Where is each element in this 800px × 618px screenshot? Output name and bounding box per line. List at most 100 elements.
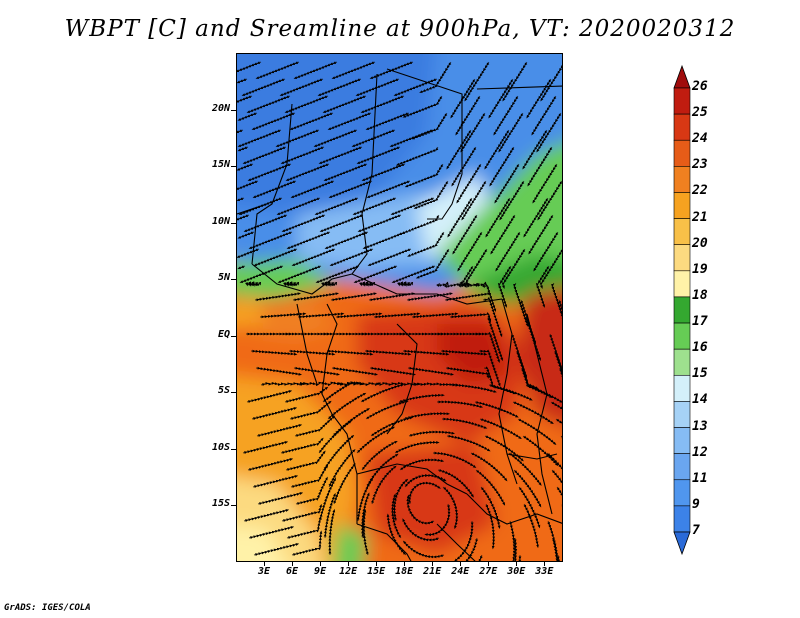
streamline xyxy=(432,451,477,468)
streamline xyxy=(394,441,440,454)
streamline xyxy=(259,312,307,319)
streamline xyxy=(248,526,295,539)
lat-tick-label: 10N xyxy=(211,215,230,227)
lon-tick-label: 30E xyxy=(507,566,526,577)
map-panel[interactable] xyxy=(236,53,563,562)
streamline xyxy=(370,465,397,505)
streamline xyxy=(280,146,325,164)
lat-tick-label: 15N xyxy=(211,159,230,171)
lat-tick-mark xyxy=(231,166,236,168)
streamline xyxy=(275,129,320,147)
streamline xyxy=(286,231,331,249)
streamline xyxy=(373,312,421,319)
colorbar-level-label: 16 xyxy=(692,340,708,356)
streamline xyxy=(560,435,562,440)
streamline xyxy=(497,265,512,308)
colorbar-level-label: 14 xyxy=(692,392,708,408)
streamline xyxy=(245,281,262,287)
colorbar-bin xyxy=(673,113,691,141)
streamline xyxy=(292,292,340,302)
lat-tick-label: EQ xyxy=(217,328,230,340)
streamline xyxy=(255,61,300,79)
streamline xyxy=(318,146,363,164)
country-borders xyxy=(237,68,562,561)
streamline xyxy=(284,95,329,113)
streamline xyxy=(488,383,533,401)
streamline xyxy=(389,129,434,147)
streamline xyxy=(360,384,404,403)
colorbar-level-label: 13 xyxy=(692,418,708,434)
streamline xyxy=(293,366,341,376)
streamline xyxy=(364,349,412,356)
streamline xyxy=(333,463,356,505)
lon-tick-mark xyxy=(404,562,406,566)
streamline xyxy=(406,292,454,302)
colorbar-bin xyxy=(673,505,691,533)
streamline xyxy=(365,400,409,420)
color-bar xyxy=(673,64,691,556)
lat-tick-mark xyxy=(231,392,236,394)
lat-tick-mark xyxy=(231,109,236,111)
streamline xyxy=(442,486,459,530)
streamline xyxy=(251,407,298,420)
streamline xyxy=(243,214,288,232)
lon-tick-mark xyxy=(376,562,378,566)
streamline xyxy=(289,112,334,130)
streamline xyxy=(237,129,282,147)
streamline xyxy=(285,163,330,181)
streamline xyxy=(402,540,445,559)
lat-tick-label: 15S xyxy=(211,498,230,510)
lon-tick-label: 33E xyxy=(535,566,554,577)
streamline xyxy=(446,434,491,452)
streamline xyxy=(248,231,293,249)
streamline xyxy=(436,400,484,408)
lon-tick-mark xyxy=(544,562,546,566)
streamline xyxy=(475,469,506,506)
streamline xyxy=(328,180,373,198)
streamline xyxy=(450,383,497,393)
lon-tick-mark xyxy=(292,562,294,566)
colorbar-level-label: 9 xyxy=(692,496,700,512)
streamline xyxy=(465,537,479,561)
streamline xyxy=(331,366,379,376)
streamline xyxy=(356,146,401,164)
colorbar-bin xyxy=(673,479,691,507)
streamline xyxy=(276,197,321,215)
lat-tick-label: 5N xyxy=(217,272,230,284)
lon-tick-label: 15E xyxy=(367,566,386,577)
streamline xyxy=(243,509,290,522)
colorbar-bin xyxy=(673,87,691,115)
streamline xyxy=(402,518,440,542)
lat-tick-mark xyxy=(231,335,236,337)
streamline xyxy=(255,366,303,376)
streamline xyxy=(297,312,345,319)
colorbar-level-label: 17 xyxy=(692,314,708,330)
streamline xyxy=(360,95,405,113)
streamlines xyxy=(237,61,562,561)
streamline xyxy=(397,281,414,287)
streamline xyxy=(293,61,338,79)
lat-tick-label: 5S xyxy=(217,385,230,397)
streamline xyxy=(322,95,367,113)
streamline xyxy=(326,349,374,356)
streamline xyxy=(253,543,300,556)
streamline xyxy=(367,248,412,266)
lon-tick-mark xyxy=(348,562,350,566)
streamline xyxy=(395,146,439,166)
colorbar-bin xyxy=(673,453,691,481)
lon-tick-mark xyxy=(516,562,518,566)
streamline xyxy=(291,530,323,556)
streamline xyxy=(390,197,435,215)
streamline xyxy=(283,281,300,287)
colorbar-level-label: 23 xyxy=(692,157,708,173)
streamline xyxy=(445,366,489,379)
streamline xyxy=(449,312,492,322)
streamline xyxy=(260,381,307,386)
streamline xyxy=(559,367,562,379)
streamline xyxy=(393,78,438,96)
streamline xyxy=(513,537,518,561)
lon-tick-label: 27E xyxy=(479,566,498,577)
streamline xyxy=(242,441,289,454)
streamline xyxy=(288,349,336,356)
streamline xyxy=(277,265,322,283)
